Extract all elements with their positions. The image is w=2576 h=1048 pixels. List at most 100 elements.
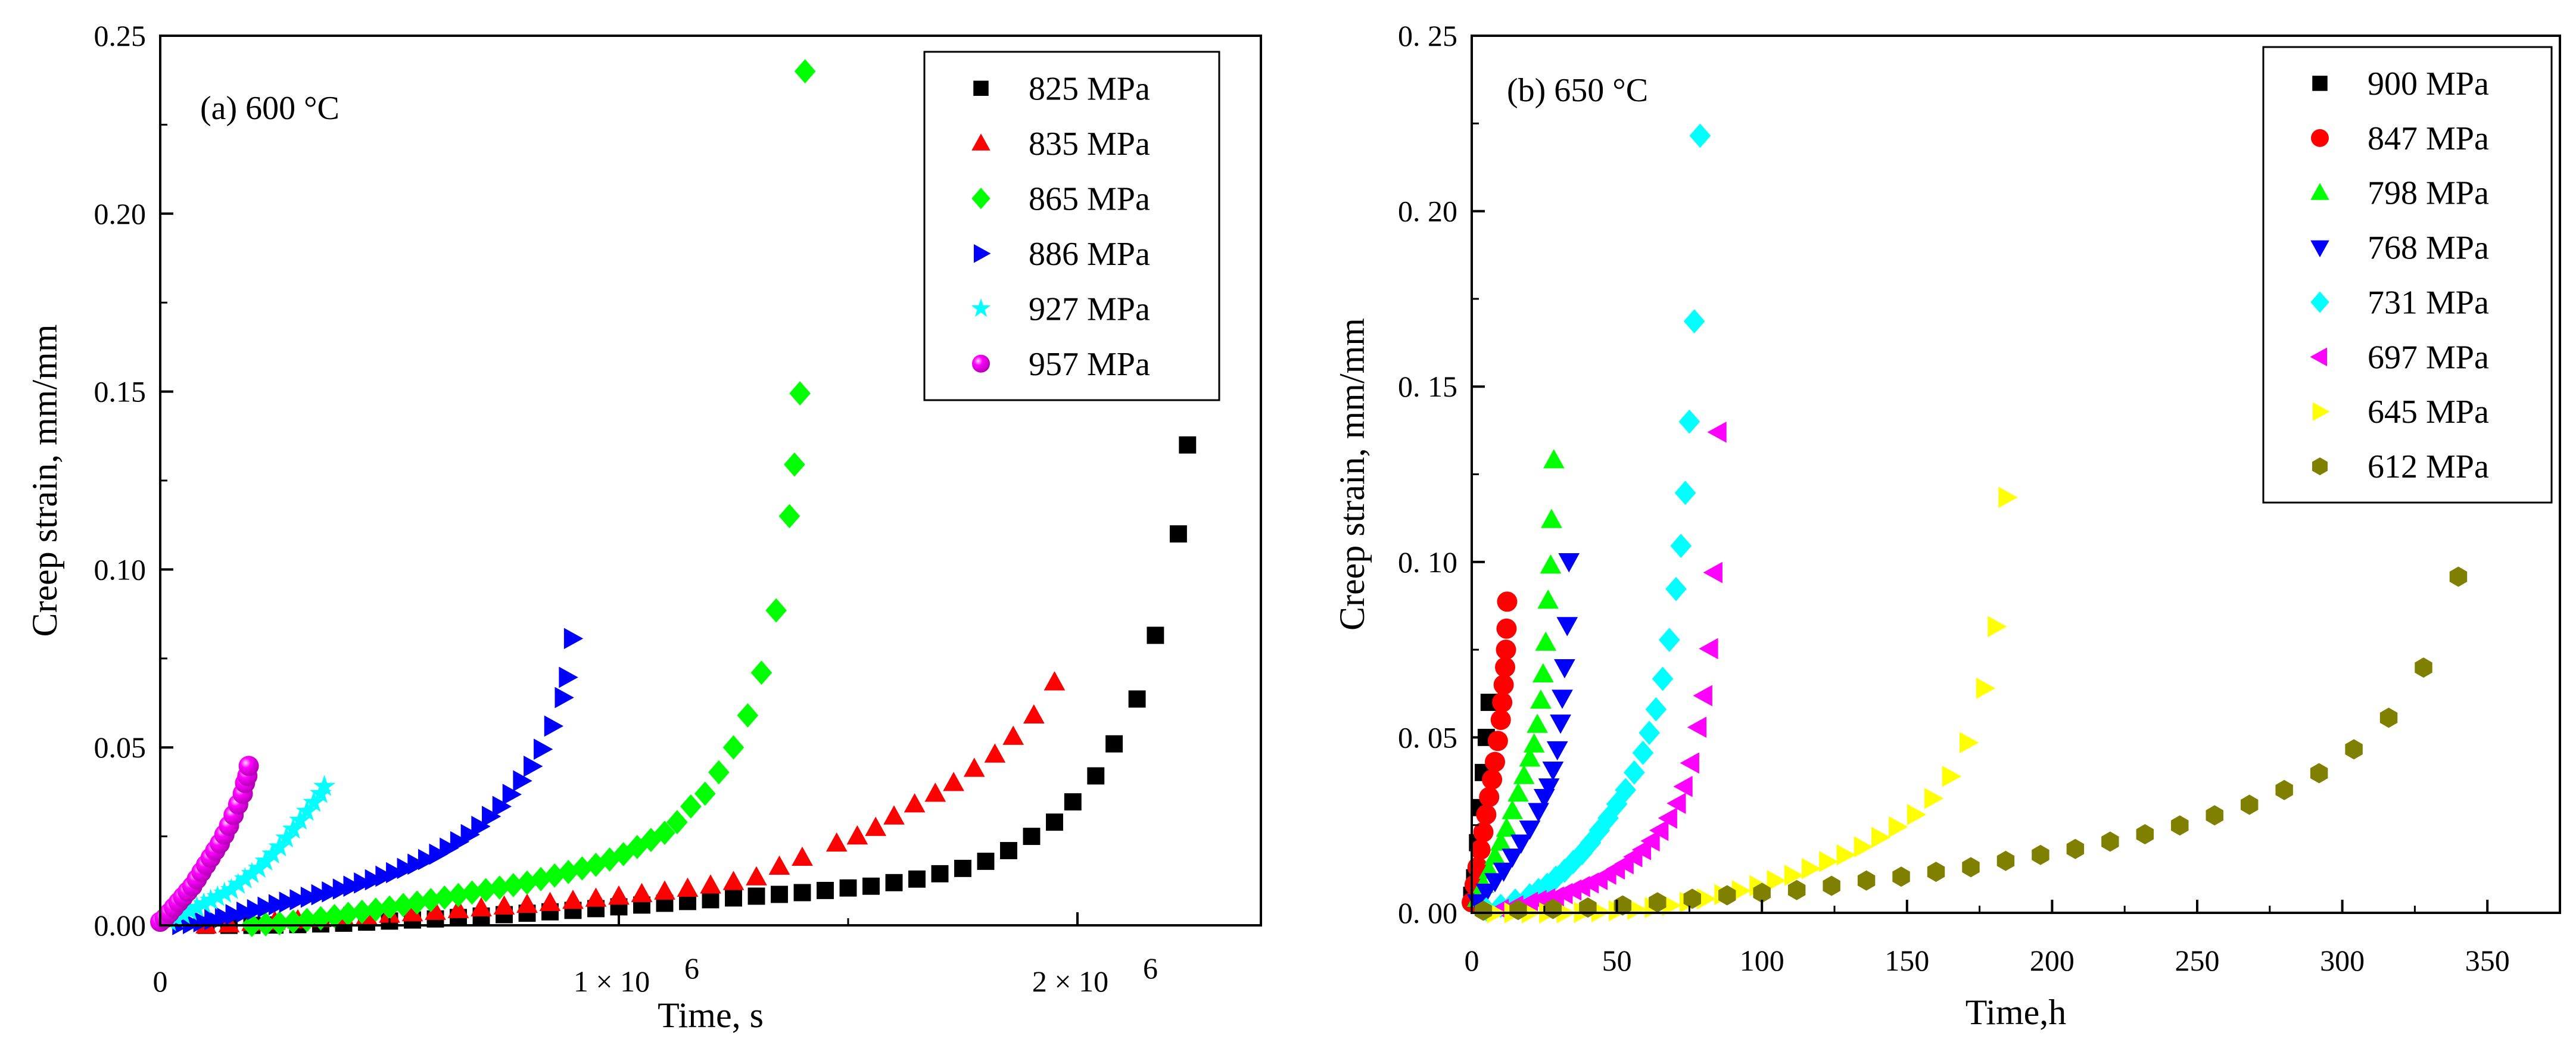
data-point <box>1854 836 1873 858</box>
data-point <box>492 796 512 818</box>
data-point <box>702 891 719 909</box>
data-point <box>2066 838 2085 859</box>
data-point <box>1645 697 1667 722</box>
legend-entry: 847 MPa <box>2311 120 2489 157</box>
legend-label: 825 MPa <box>1029 70 1150 107</box>
data-point <box>488 875 510 900</box>
data-point <box>1571 841 1593 866</box>
data-point <box>666 810 688 835</box>
data-point <box>172 903 195 924</box>
y-tick-label: 0. 15 <box>1398 370 1457 403</box>
data-point <box>562 890 584 909</box>
data-point <box>471 816 491 837</box>
data-point <box>1484 751 1505 772</box>
data-point <box>793 884 811 902</box>
legend-marker <box>971 133 990 151</box>
data-point <box>282 909 304 934</box>
data-point <box>2275 779 2293 800</box>
data-point <box>1623 760 1645 785</box>
data-point <box>1532 663 1554 682</box>
data-point <box>241 862 263 884</box>
data-point <box>1475 884 1497 903</box>
data-point <box>1615 778 1637 803</box>
data-point <box>268 894 288 916</box>
legend-label: 847 MPa <box>2368 120 2489 157</box>
data-point <box>1496 640 1516 660</box>
data-point <box>254 849 277 871</box>
x-tick-label: 0 <box>1465 944 1479 977</box>
data-point <box>1652 666 1674 691</box>
y-tick-label: 0.25 <box>94 19 147 52</box>
data-point <box>2101 831 2119 852</box>
legend-entry: 865 MPa <box>971 180 1150 217</box>
legend-box <box>2262 46 2553 504</box>
data-point <box>1542 762 1564 781</box>
data-point <box>261 842 284 864</box>
data-point <box>1476 804 1497 825</box>
data-point <box>1927 862 1945 882</box>
data-point <box>1474 900 1493 921</box>
data-point <box>1558 553 1580 573</box>
data-point <box>1518 891 1538 913</box>
data-point <box>1046 813 1063 831</box>
data-point <box>282 818 304 839</box>
data-point <box>1087 767 1105 785</box>
data-point <box>1482 769 1503 790</box>
data-point <box>1044 671 1066 691</box>
data-point <box>2379 707 2398 728</box>
data-point <box>1528 803 1549 822</box>
data-point <box>904 793 926 813</box>
data-point <box>1942 765 1962 787</box>
data-point <box>555 687 574 709</box>
legend-label: 886 MPa <box>1029 236 1150 273</box>
data-point <box>1510 834 1532 854</box>
data-point <box>943 772 964 791</box>
data-point <box>2415 657 2432 678</box>
data-point <box>1493 675 1514 695</box>
data-point <box>1823 875 1840 896</box>
data-point <box>708 760 730 785</box>
data-point <box>213 881 236 903</box>
data-point <box>332 878 353 900</box>
data-point <box>379 895 400 920</box>
data-markers <box>1462 123 2468 924</box>
data-point <box>1556 617 1578 637</box>
legend-label: 927 MPa <box>1029 291 1150 328</box>
data-point <box>746 866 767 885</box>
data-point <box>1960 732 1979 754</box>
data-point <box>493 895 515 915</box>
data-point <box>2449 566 2468 587</box>
legend-label: 957 MPa <box>1029 346 1150 383</box>
data-point <box>460 824 480 846</box>
data-point <box>311 884 331 906</box>
data-point <box>1530 689 1552 709</box>
data-point <box>447 899 469 918</box>
legend-entry: 835 MPa <box>971 126 1150 163</box>
data-point <box>1767 869 1786 891</box>
x-tick-label: 200 <box>2030 944 2074 977</box>
y-tick-label: 0. 20 <box>1398 195 1457 228</box>
x-tick-label: 350 <box>2465 944 2510 977</box>
data-point <box>1538 778 1560 798</box>
data-point <box>1639 720 1661 746</box>
data-point <box>725 889 742 907</box>
panel-annotation: (b) 650 °C <box>1507 72 1648 109</box>
data-point <box>1473 822 1494 843</box>
data-point <box>1544 899 1562 919</box>
y-tick-label: 0. 10 <box>1398 545 1457 579</box>
data-point <box>200 888 222 910</box>
legend-entry: 731 MPa <box>2310 284 2489 321</box>
data-point <box>1496 817 1518 837</box>
y-tick-label: 0. 05 <box>1398 720 1457 754</box>
data-point <box>1658 807 1677 829</box>
data-point <box>289 889 309 910</box>
data-point <box>524 756 543 777</box>
legend-marker <box>2313 402 2330 421</box>
data-point <box>303 791 325 812</box>
legend-marker <box>974 244 991 263</box>
legend-marker <box>972 354 990 373</box>
data-point <box>206 885 229 907</box>
y-tick-label: 0.05 <box>94 731 147 764</box>
legend-marker <box>971 188 990 210</box>
data-point <box>365 897 387 922</box>
